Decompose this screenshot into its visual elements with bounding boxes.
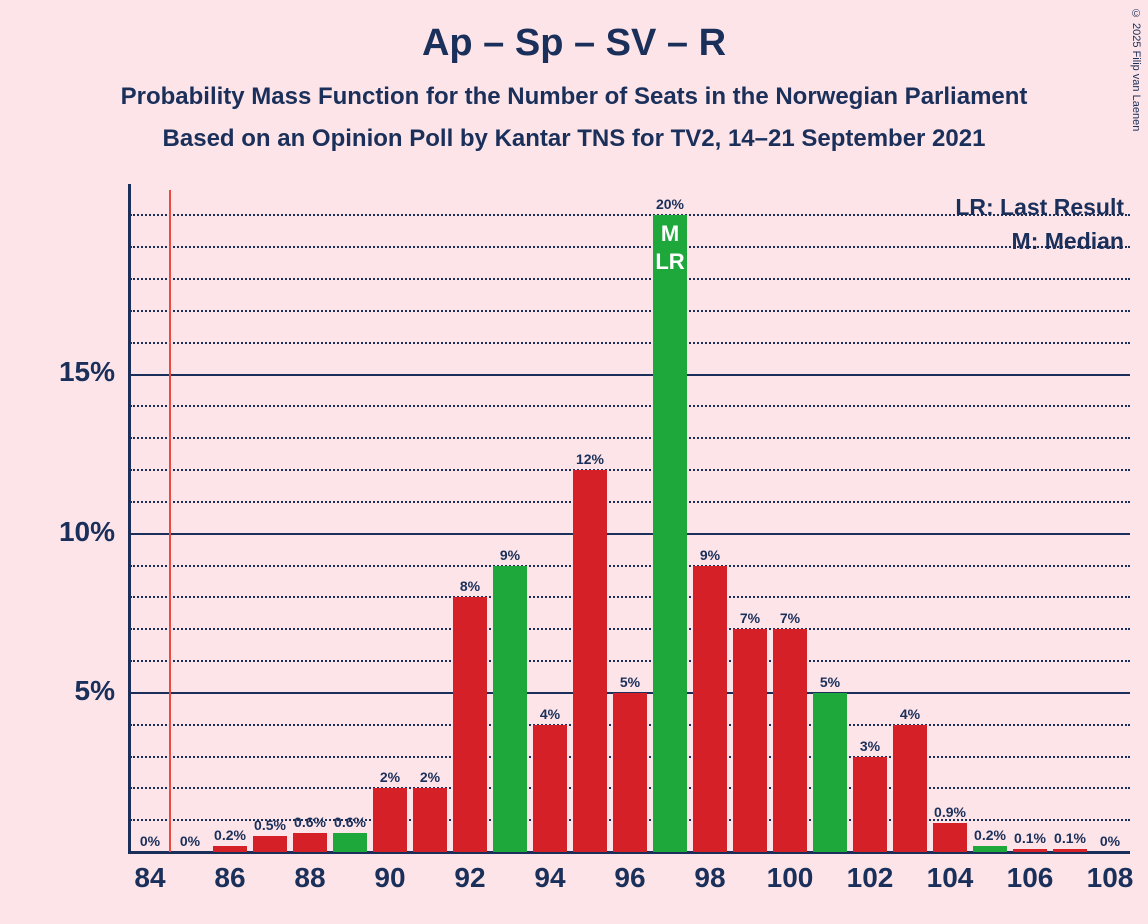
gridline-minor [130, 660, 1130, 662]
bar [813, 693, 847, 852]
gridline-major [130, 374, 1130, 376]
bar [613, 693, 647, 852]
bar [213, 846, 247, 852]
x-tick-label: 86 [200, 862, 260, 894]
bar [413, 788, 447, 852]
majority-threshold-line [169, 190, 171, 852]
bar-value-label: 2% [368, 769, 412, 785]
x-tick-label: 90 [360, 862, 420, 894]
bar-value-label: 0% [168, 833, 212, 849]
y-tick-label: 5% [25, 675, 115, 707]
bar [253, 836, 287, 852]
x-tick-label: 104 [920, 862, 980, 894]
gridline-major [130, 533, 1130, 535]
bar [373, 788, 407, 852]
gridline-minor [130, 246, 1130, 248]
last-result-marker: LR [653, 249, 687, 275]
chart-plot-area: 5%10%15%84868890929496981001021041061080… [130, 190, 1130, 852]
bar-value-label: 0.2% [208, 827, 252, 843]
median-marker: M [653, 221, 687, 247]
bar [1013, 849, 1047, 852]
gridline-minor [130, 342, 1130, 344]
bar-value-label: 7% [728, 610, 772, 626]
bar [333, 833, 367, 852]
x-tick-label: 106 [1000, 862, 1060, 894]
bar-value-label: 0.5% [248, 817, 292, 833]
bar-value-label: 0% [1088, 833, 1132, 849]
bar-value-label: 4% [528, 706, 572, 722]
chart-subtitle-2: Based on an Opinion Poll by Kantar TNS f… [0, 125, 1148, 153]
gridline-minor [130, 565, 1130, 567]
legend-median: M: Median [1012, 228, 1124, 255]
gridline-minor [130, 628, 1130, 630]
gridline-minor [130, 437, 1130, 439]
bar-value-label: 0.2% [968, 827, 1012, 843]
x-tick-label: 102 [840, 862, 900, 894]
bar-value-label: 9% [688, 547, 732, 563]
legend-last-result: LR: Last Result [955, 194, 1124, 221]
gridline-minor [130, 405, 1130, 407]
bar-value-label: 3% [848, 738, 892, 754]
y-axis [128, 184, 131, 852]
chart-title: Ap – Sp – SV – R [0, 0, 1148, 65]
bar-value-label: 2% [408, 769, 452, 785]
bar [973, 846, 1007, 852]
bar-value-label: 0.9% [928, 804, 972, 820]
bar-value-label: 0.1% [1048, 830, 1092, 846]
copyright-text: © 2025 Filip van Laenen [1130, 8, 1142, 131]
bar [533, 725, 567, 852]
bar-value-label: 7% [768, 610, 812, 626]
x-tick-label: 84 [120, 862, 180, 894]
x-tick-label: 92 [440, 862, 500, 894]
bar-value-label: 12% [568, 451, 612, 467]
y-tick-label: 15% [25, 356, 115, 388]
bar [893, 725, 927, 852]
bar-value-label: 0.6% [288, 814, 332, 830]
bar [493, 566, 527, 852]
bar [573, 470, 607, 852]
y-tick-label: 10% [25, 516, 115, 548]
x-tick-label: 98 [680, 862, 740, 894]
bar [733, 629, 767, 852]
bar-value-label: 20% [648, 196, 692, 212]
bar-value-label: 8% [448, 578, 492, 594]
x-tick-label: 100 [760, 862, 820, 894]
gridline-minor [130, 501, 1130, 503]
bar-value-label: 5% [608, 674, 652, 690]
x-tick-label: 108 [1080, 862, 1140, 894]
gridline-minor [130, 278, 1130, 280]
bar-value-label: 0.6% [328, 814, 372, 830]
bar-value-label: 5% [808, 674, 852, 690]
gridline-minor [130, 469, 1130, 471]
x-tick-label: 88 [280, 862, 340, 894]
bar [693, 566, 727, 852]
chart-subtitle-1: Probability Mass Function for the Number… [0, 83, 1148, 111]
bar [933, 823, 967, 852]
bar [653, 215, 687, 852]
bar [293, 833, 327, 852]
bar-value-label: 9% [488, 547, 532, 563]
bar-value-label: 0.1% [1008, 830, 1052, 846]
x-tick-label: 94 [520, 862, 580, 894]
bar [773, 629, 807, 852]
bar [1053, 849, 1087, 852]
bar-value-label: 4% [888, 706, 932, 722]
bar [453, 597, 487, 852]
x-tick-label: 96 [600, 862, 660, 894]
gridline-minor [130, 596, 1130, 598]
gridline-minor [130, 310, 1130, 312]
bar-value-label: 0% [128, 833, 172, 849]
bar [853, 757, 887, 852]
